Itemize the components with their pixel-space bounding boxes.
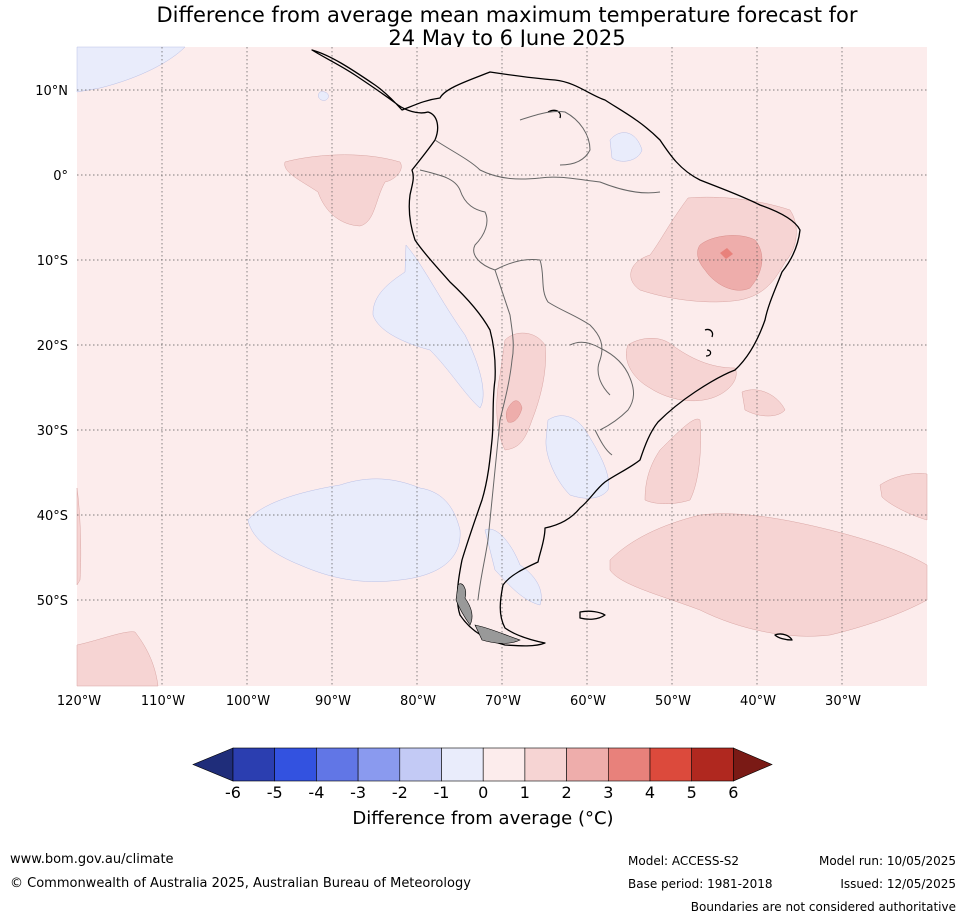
lat-label: 20°S [37,339,68,354]
colorbar-cell [482,747,526,782]
colorbar-cell [566,747,609,782]
colorbar-cell [399,747,442,782]
colorbar-cell [274,747,317,782]
colorbar-cells [192,747,773,782]
lon-label: 40°W [740,694,776,709]
colorbar-cell [524,747,567,782]
lon-label: 110°W [141,694,185,709]
lat-label: 10°S [37,254,68,269]
above-average-areas-2-3 [506,235,763,423]
colorbar-cell [441,747,484,782]
colorbar-tick: -6 [225,783,241,802]
colorbar-cell [649,747,693,782]
colorbar: -6 -5 -4 -3 -2 -1 0 1 2 3 4 5 6 [192,747,773,802]
lon-label: 100°W [226,694,270,709]
footer-copyright: © Commonwealth of Australia 2025, Austra… [10,876,471,891]
map-graticule [77,47,927,686]
forecast-map: 10°N 0° 10°S 20°S 30°S 40°S 50°S 120°W 1… [35,46,928,709]
colorbar-tick: -5 [267,783,283,802]
lon-label: 60°W [570,694,606,709]
lat-label: 0° [53,169,68,184]
colorbar-tick: -2 [392,783,408,802]
colorbar-tick: 3 [603,783,613,802]
colorbar-tick-labels: -6 -5 -4 -3 -2 -1 0 1 2 3 4 5 6 [225,783,738,802]
colorbar-cell [316,747,359,782]
colorbar-tick: 2 [562,783,572,802]
longitude-labels: 120°W 110°W 100°W 90°W 80°W 70°W 60°W 50… [57,694,861,709]
footer-issued: Issued: 12/05/2025 [840,877,956,891]
colorbar-label: Difference from average (°C) [352,808,614,829]
title-line-2: 24 May to 6 June 2025 [388,26,626,50]
lon-label: 90°W [315,694,351,709]
colorbar-extend-low [192,747,234,782]
colorbar-tick: 0 [478,783,488,802]
colorbar-tick: 4 [645,783,655,802]
latitude-labels: 10°N 0° 10°S 20°S 30°S 40°S 50°S [35,84,68,609]
above-average-area-3-4 [720,248,733,259]
lat-label: 10°N [35,84,68,99]
lat-label: 40°S [37,509,68,524]
footer-url[interactable]: www.bom.gov.au/climate [10,852,174,867]
lon-label: 70°W [485,694,521,709]
colorbar-tick: 6 [728,783,738,802]
colorbar-tick: -4 [308,783,324,802]
footer-disclaimer: Boundaries are not considered authoritat… [690,900,956,914]
footer-base-period: Base period: 1981-2018 [628,877,773,891]
lon-label: 30°W [825,694,861,709]
colorbar-tick: -3 [350,783,366,802]
title-line-1: Difference from average mean maximum tem… [156,3,858,27]
lat-label: 30°S [37,424,68,439]
colorbar-cell [607,747,651,782]
colorbar-extend-high [733,747,773,782]
colorbar-tick: -1 [434,783,450,802]
lon-label: 120°W [57,694,101,709]
colorbar-cell [232,747,276,782]
colorbar-cell [691,747,734,782]
lon-label: 50°W [655,694,691,709]
footer-model: Model: ACCESS-S2 [628,854,740,868]
colorbar-tick: 1 [520,783,530,802]
footer-model-run: Model run: 10/05/2025 [818,854,956,868]
lat-label: 50°S [37,594,68,609]
country-borders [419,111,661,601]
chart-title: Difference from average mean maximum tem… [0,4,965,50]
patagonia-islands [455,583,521,644]
lon-label: 80°W [400,694,436,709]
colorbar-cell [357,747,401,782]
below-average-areas [76,46,643,672]
colorbar-tick: 5 [687,783,697,802]
